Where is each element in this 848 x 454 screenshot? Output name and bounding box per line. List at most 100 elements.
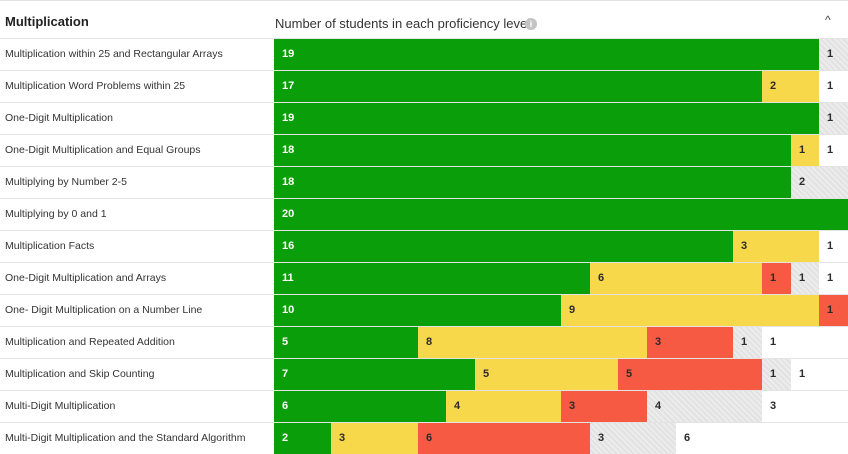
segment-green[interactable]: 20 (274, 199, 848, 230)
proficiency-row[interactable]: Multi-Digit Multiplication 6 4 3 4 3 (0, 390, 848, 422)
segment-gray[interactable]: 1 (819, 39, 848, 70)
segment-count: 1 (827, 80, 834, 92)
segment-green[interactable]: 11 (274, 263, 590, 294)
segment-count: 17 (282, 80, 295, 92)
segment-yellow[interactable]: 9 (561, 295, 819, 326)
proficiency-row[interactable]: Multiplication and Repeated Addition 5 8 3 1… (0, 326, 848, 358)
segment-green[interactable]: 19 (274, 39, 819, 70)
segment-count: 1 (741, 336, 748, 348)
proficiency-bar: 2 3 6 3 6 (274, 423, 848, 454)
segment-count: 1 (799, 368, 806, 380)
proficiency-row[interactable]: Multiplying by 0 and 1 20 (0, 198, 848, 230)
segment-green[interactable]: 2 (274, 423, 331, 454)
segment-red[interactable]: 1 (819, 295, 848, 326)
proficiency-bar: 6 4 3 4 3 (274, 391, 848, 422)
proficiency-row[interactable]: Multiplication Word Problems within 25 17… (0, 70, 848, 102)
segment-white[interactable]: 1 (819, 231, 848, 262)
segment-count: 5 (282, 336, 289, 348)
segment-gray[interactable]: 2 (791, 167, 848, 198)
segment-yellow[interactable]: 1 (791, 135, 819, 166)
segment-green[interactable]: 19 (274, 103, 819, 134)
segment-count: 18 (282, 144, 295, 156)
segment-yellow[interactable]: 2 (762, 71, 819, 102)
segment-count: 2 (770, 80, 777, 92)
segment-count: 4 (454, 400, 461, 412)
segment-count: 10 (282, 304, 295, 316)
segment-count: 1 (770, 368, 777, 380)
proficiency-row[interactable]: Multiplication within 25 and Rectangular… (0, 38, 848, 70)
proficiency-row[interactable]: Multiplication Facts 16 3 1 (0, 230, 848, 262)
segment-green[interactable]: 5 (274, 327, 418, 358)
proficiency-bar: 17 2 1 (274, 71, 848, 102)
segment-gray[interactable]: 3 (590, 423, 676, 454)
table-header: Multiplication Number of students in eac… (0, 0, 848, 39)
segment-red[interactable]: 6 (418, 423, 590, 454)
segment-count: 5 (483, 368, 490, 380)
segment-count: 3 (569, 400, 576, 412)
segment-green[interactable]: 16 (274, 231, 733, 262)
segment-count: 16 (282, 240, 295, 252)
segment-count: 1 (770, 272, 777, 284)
segment-white[interactable]: 1 (791, 359, 819, 390)
segment-white[interactable]: 3 (762, 391, 848, 422)
segment-count: 3 (655, 336, 662, 348)
skill-label: Multiplying by Number 2-5 (5, 176, 127, 188)
segment-white[interactable]: 1 (819, 135, 848, 166)
info-icon[interactable]: i (525, 18, 537, 30)
segment-green[interactable]: 18 (274, 135, 791, 166)
segment-count: 3 (770, 400, 777, 412)
proficiency-row[interactable]: One-Digit Multiplication and Arrays 11 6 1 1… (0, 262, 848, 294)
segment-count: 1 (827, 304, 834, 316)
proficiency-row[interactable]: Multiplying by Number 2-5 18 2 (0, 166, 848, 198)
segment-green[interactable]: 6 (274, 391, 446, 422)
proficiency-row[interactable]: One-Digit Multiplication 19 1 (0, 102, 848, 134)
proficiency-bar: 16 3 1 (274, 231, 848, 262)
segment-yellow[interactable]: 3 (331, 423, 418, 454)
segment-red[interactable]: 5 (618, 359, 762, 390)
segment-count: 1 (799, 272, 806, 284)
segment-white[interactable]: 1 (819, 71, 848, 102)
proficiency-row[interactable]: One-Digit Multiplication and Equal Group… (0, 134, 848, 166)
proficiency-row[interactable]: Multi-Digit Multiplication and the Stand… (0, 422, 848, 454)
segment-red[interactable]: 3 (561, 391, 647, 422)
segment-red[interactable]: 1 (762, 263, 791, 294)
segment-count: 1 (827, 144, 834, 156)
segment-green[interactable]: 10 (274, 295, 561, 326)
segment-yellow[interactable]: 3 (733, 231, 819, 262)
segment-green[interactable]: 7 (274, 359, 475, 390)
segment-count: 1 (770, 336, 777, 348)
segment-count: 1 (799, 144, 806, 156)
segment-white[interactable]: 1 (819, 263, 848, 294)
segment-yellow[interactable]: 8 (418, 327, 647, 358)
segment-gray[interactable]: 4 (647, 391, 762, 422)
proficiency-row[interactable]: One- Digit Multiplication on a Number Li… (0, 294, 848, 326)
skill-label: Multi-Digit Multiplication and the Stand… (5, 432, 246, 444)
segment-gray[interactable]: 1 (791, 263, 819, 294)
segment-count: 7 (282, 368, 289, 380)
segment-green[interactable]: 18 (274, 167, 791, 198)
segment-count: 6 (684, 432, 691, 444)
segment-gray[interactable]: 1 (819, 103, 848, 134)
segment-yellow[interactable]: 5 (475, 359, 618, 390)
proficiency-bar: 10 9 1 (274, 295, 848, 326)
skill-label: Multiplying by 0 and 1 (5, 208, 107, 220)
segment-gray[interactable]: 1 (733, 327, 762, 358)
segment-white[interactable]: 1 (762, 327, 791, 358)
segment-white[interactable]: 6 (676, 423, 848, 454)
segment-green[interactable]: 17 (274, 71, 762, 102)
segment-count: 9 (569, 304, 576, 316)
proficiency-bar: 11 6 1 1 1 (274, 263, 848, 294)
segment-count: 4 (655, 400, 662, 412)
chevron-up-icon[interactable]: ^ (825, 13, 831, 27)
segment-count: 1 (827, 240, 834, 252)
segment-red[interactable]: 3 (647, 327, 733, 358)
segment-gray[interactable]: 1 (762, 359, 791, 390)
proficiency-row[interactable]: Multiplication and Skip Counting 7 5 5 1 1 (0, 358, 848, 390)
segment-yellow[interactable]: 6 (590, 263, 762, 294)
segment-yellow[interactable]: 4 (446, 391, 561, 422)
section-title: Multiplication (5, 14, 89, 29)
skill-label: Multiplication Facts (5, 240, 95, 252)
proficiency-bar: 20 (274, 199, 848, 230)
proficiency-bar: 7 5 5 1 1 (274, 359, 848, 390)
proficiency-bar: 19 1 (274, 39, 848, 70)
